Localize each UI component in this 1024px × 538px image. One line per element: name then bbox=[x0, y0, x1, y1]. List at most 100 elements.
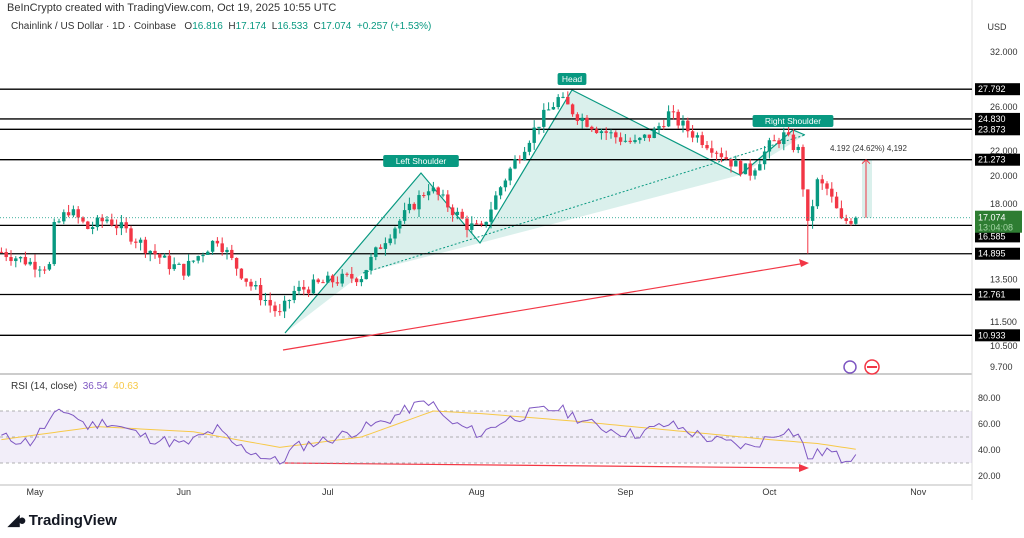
level-price-tag bbox=[975, 153, 1020, 166]
candle bbox=[585, 114, 589, 128]
candle-body bbox=[465, 218, 469, 230]
candle bbox=[604, 127, 608, 140]
candle bbox=[263, 292, 268, 306]
candle-body bbox=[839, 208, 844, 219]
candle-body bbox=[186, 260, 191, 276]
candle-body bbox=[642, 134, 647, 138]
time-tick-label: Sep bbox=[617, 487, 633, 497]
time-tick-label: Jun bbox=[177, 487, 192, 497]
candle bbox=[153, 244, 157, 259]
candle-body bbox=[282, 300, 287, 312]
candle-body bbox=[225, 249, 229, 253]
candle-body bbox=[686, 120, 690, 132]
level-price-tag bbox=[975, 112, 1020, 125]
candle bbox=[62, 209, 66, 225]
candle-body bbox=[278, 311, 282, 313]
candle bbox=[292, 285, 296, 304]
candle-body bbox=[623, 140, 628, 142]
candle-body bbox=[330, 275, 335, 283]
candle bbox=[494, 191, 498, 210]
level-price-label: 24.830 bbox=[978, 114, 1006, 124]
candle bbox=[239, 268, 244, 280]
candle-body bbox=[402, 210, 407, 221]
candle-body bbox=[614, 132, 618, 138]
candle-body bbox=[335, 282, 340, 284]
candle bbox=[378, 244, 383, 250]
last-price-label: 17.074 bbox=[978, 213, 1006, 223]
rsi-tick-label: 60.00 bbox=[978, 419, 1001, 429]
candle-body bbox=[590, 126, 594, 130]
candle-body bbox=[143, 239, 148, 254]
candle bbox=[686, 117, 690, 138]
candle bbox=[398, 219, 402, 234]
candle bbox=[412, 202, 416, 211]
candle-body bbox=[148, 250, 152, 254]
price-tick-label: 26.000 bbox=[990, 102, 1018, 112]
candle bbox=[618, 132, 623, 146]
candle-body bbox=[287, 300, 292, 302]
candle-body bbox=[378, 247, 383, 249]
candle bbox=[119, 214, 124, 236]
candle bbox=[599, 128, 604, 140]
price-tick-label: 13.500 bbox=[990, 275, 1018, 285]
time-tick-label: Nov bbox=[910, 487, 927, 497]
candle bbox=[220, 237, 224, 256]
candle-body bbox=[719, 153, 724, 158]
candle-body bbox=[575, 114, 580, 121]
candle bbox=[52, 218, 56, 266]
candle-body bbox=[834, 196, 839, 209]
candle bbox=[225, 247, 229, 260]
head-area bbox=[480, 90, 740, 243]
candle-body bbox=[585, 117, 589, 127]
candle-body bbox=[446, 194, 450, 208]
candle-body bbox=[369, 256, 373, 271]
candle-body bbox=[124, 222, 128, 229]
candle-body bbox=[820, 179, 824, 184]
candle bbox=[90, 221, 95, 235]
high-label: H bbox=[228, 21, 236, 32]
left-shoulder-area bbox=[285, 173, 480, 333]
replay-icon bbox=[843, 360, 857, 374]
candle-body bbox=[724, 157, 728, 160]
candle-body bbox=[498, 187, 503, 196]
candle-body bbox=[825, 183, 829, 189]
left-shoulder-label-bg bbox=[383, 155, 459, 167]
candle bbox=[628, 137, 632, 144]
candle-body bbox=[359, 279, 364, 283]
currency-button[interactable]: USD bbox=[987, 22, 1007, 32]
candle-body bbox=[119, 222, 124, 229]
candle bbox=[642, 134, 647, 142]
price-tick-label: 32.000 bbox=[990, 47, 1018, 57]
candle-body bbox=[431, 187, 436, 192]
candle-body bbox=[532, 127, 536, 143]
candle-body bbox=[676, 111, 680, 126]
candle-body bbox=[196, 256, 200, 261]
tradingview-logo[interactable]: ◢● TradingView bbox=[8, 511, 117, 529]
candle bbox=[417, 190, 421, 218]
candle bbox=[734, 155, 738, 167]
candle bbox=[234, 257, 239, 276]
credit-text: BeInCrypto created with TradingView.com,… bbox=[7, 2, 337, 14]
candle-body bbox=[705, 145, 709, 149]
rsi-arrowhead bbox=[799, 464, 809, 472]
candle bbox=[167, 250, 172, 275]
candle-body bbox=[158, 254, 162, 258]
candle bbox=[609, 129, 613, 139]
candle-body bbox=[398, 220, 402, 229]
candle bbox=[114, 219, 119, 236]
candle bbox=[57, 218, 61, 224]
candle bbox=[465, 215, 469, 238]
candle-body bbox=[441, 194, 445, 196]
candle-body bbox=[450, 207, 455, 216]
open-label: O bbox=[184, 21, 193, 32]
candle-body bbox=[105, 219, 109, 222]
candle-body bbox=[393, 228, 397, 239]
candle bbox=[186, 254, 191, 277]
candle-body bbox=[273, 305, 277, 312]
left-shoulder-label: Left Shoulder bbox=[396, 156, 447, 166]
candle-body bbox=[657, 126, 661, 130]
candle-body bbox=[546, 109, 551, 111]
candle-body bbox=[710, 148, 714, 153]
low-value: 16.533 bbox=[277, 21, 308, 32]
